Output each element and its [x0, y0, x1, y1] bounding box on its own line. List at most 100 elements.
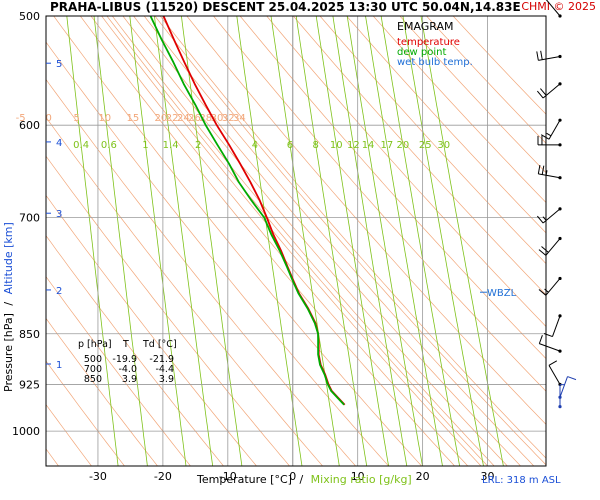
dry-adiabat-label: 26	[188, 113, 201, 124]
chart-title: PRAHA-LIBUS (11520) DESCENT 25.04.2025 1…	[50, 0, 521, 14]
mixing-ratio-label: 30	[437, 140, 450, 151]
pressure-tick-label: 1000	[12, 425, 40, 438]
wind-barb	[540, 118, 562, 140]
altitude-tick-label: 1	[56, 360, 62, 371]
table-cell: -21.9	[149, 354, 174, 365]
y-axis-pressure-label: Pressure [hPa]	[2, 313, 15, 392]
isotherms	[97, 16, 488, 466]
altitude-tick-label: 5	[56, 59, 62, 70]
dry-adiabat-line	[319, 16, 546, 265]
altitude-tick-label: 4	[56, 138, 62, 149]
altitude-tick-label: 3	[56, 209, 62, 220]
table-header-p: p [hPa]	[78, 339, 112, 350]
dry-adiabat-line	[46, 235, 224, 466]
dry-adiabat-line	[399, 16, 546, 174]
dry-adiabat-line	[79, 16, 456, 466]
dry-adiabat-line	[122, 16, 508, 466]
mixing-ratio-label: 25	[419, 140, 432, 151]
dry-adiabat-label: 5	[74, 113, 80, 124]
dry-adiabat-line	[46, 317, 158, 466]
wind-barb	[537, 135, 562, 147]
dry-adiabat-line	[46, 78, 357, 466]
mixing-ratio-line	[129, 16, 187, 466]
y-axis-altitude-label: Altitude [km]	[2, 222, 15, 294]
dry-adiabat-line	[46, 155, 290, 466]
dry-adiabat-line	[346, 16, 546, 234]
table-cell: 3.9	[159, 374, 174, 385]
pressure-tick-label: 500	[19, 10, 40, 23]
dry-adiabat-label: 32	[222, 113, 235, 124]
profile-series	[149, 16, 346, 406]
temperature-tick-label: 20	[416, 470, 430, 483]
dry-adiabat-label: 0	[45, 113, 51, 124]
dry-adiabat-line	[159, 16, 546, 459]
mixing-ratio-line	[236, 16, 303, 466]
temperature-tick-label: -20	[154, 470, 172, 483]
dry-adiabat-line	[452, 16, 546, 115]
dry-adiabat-line	[292, 16, 546, 296]
wind-barb	[545, 0, 562, 18]
pressure-tick-label: 700	[19, 212, 40, 225]
legend: EMAGRAM temperature dew point wet bulb t…	[397, 20, 473, 68]
dry-adiabat-label: 20	[155, 113, 168, 124]
wind-barb	[536, 50, 562, 61]
temperature-tick-label: 30	[481, 470, 495, 483]
dry-adiabat-label: 30	[211, 113, 224, 124]
dry-adiabat-line	[101, 16, 482, 466]
mixing-ratio-line	[153, 16, 214, 466]
pressure-tick-label: 600	[19, 119, 40, 132]
dry-adiabat-line	[426, 16, 546, 144]
dry-adiabat-label: 15	[126, 113, 139, 124]
temperature-tick-label: 0	[289, 470, 296, 483]
legend-title: EMAGRAM	[397, 20, 454, 33]
mixing-ratio-line	[402, 16, 484, 466]
mixing-ratio-label: 8	[313, 140, 319, 151]
mixing-ratio-label: 4	[252, 140, 258, 151]
dry-adiabat-label: -5	[16, 113, 26, 124]
launch-level-text: LRL: 318 m ASL	[482, 475, 561, 486]
table-cell: 850	[84, 374, 102, 385]
mixing-ratio-label: 6	[287, 140, 293, 151]
plot-frame	[45, 15, 547, 467]
mixing-ratio-line	[420, 16, 504, 466]
dry-adiabat-label: 10	[98, 113, 111, 124]
wind-barbs	[536, 0, 577, 409]
pressure-tick-label: 925	[19, 378, 40, 391]
pressure-tick-label: 850	[19, 328, 40, 341]
dry-adiabats	[46, 16, 546, 466]
copyright-text: CHMI © 2025	[521, 0, 596, 13]
mixing-ratio-line	[346, 16, 423, 466]
dry-adiabat-line	[239, 16, 546, 360]
mixing-ratio-label: 1	[142, 140, 148, 151]
dry-adiabat-line	[213, 16, 546, 392]
table-header-td: Td [°C]	[142, 339, 177, 350]
legend-wetbulb: wet bulb temp.	[397, 57, 473, 68]
dry-adiabat-line	[372, 16, 546, 204]
mixing-ratio-label: 10	[330, 140, 343, 151]
wind-barb	[538, 334, 562, 353]
wind-barb	[537, 164, 562, 180]
dry-adiabat-line	[46, 276, 191, 466]
dry-adiabat-label: 22	[166, 113, 179, 124]
table-cell: -4.4	[155, 364, 174, 375]
x-axis-mixing-label: Mixing ratio [g/kg]	[311, 473, 412, 486]
legend-temperature: temperature	[397, 37, 460, 48]
mixing-ratio-line	[380, 16, 461, 466]
mixing-ratio-line	[180, 16, 243, 466]
wind-barb	[538, 276, 562, 296]
mixing-ratio-line	[270, 16, 340, 466]
dry-adiabat-line	[90, 16, 469, 466]
dry-adiabat-line	[46, 360, 125, 466]
dry-adiabat-line	[133, 16, 522, 466]
mixing-ratio-line	[332, 16, 408, 466]
wind-barb	[536, 82, 562, 99]
wind-barb	[558, 384, 565, 409]
mixing-ratio-label: 2	[195, 140, 201, 151]
dry-adiabat-line	[143, 16, 535, 466]
dry-adiabat-label: 28	[199, 113, 212, 124]
dry-adiabat-line	[53, 16, 423, 466]
wind-barb	[536, 207, 562, 224]
